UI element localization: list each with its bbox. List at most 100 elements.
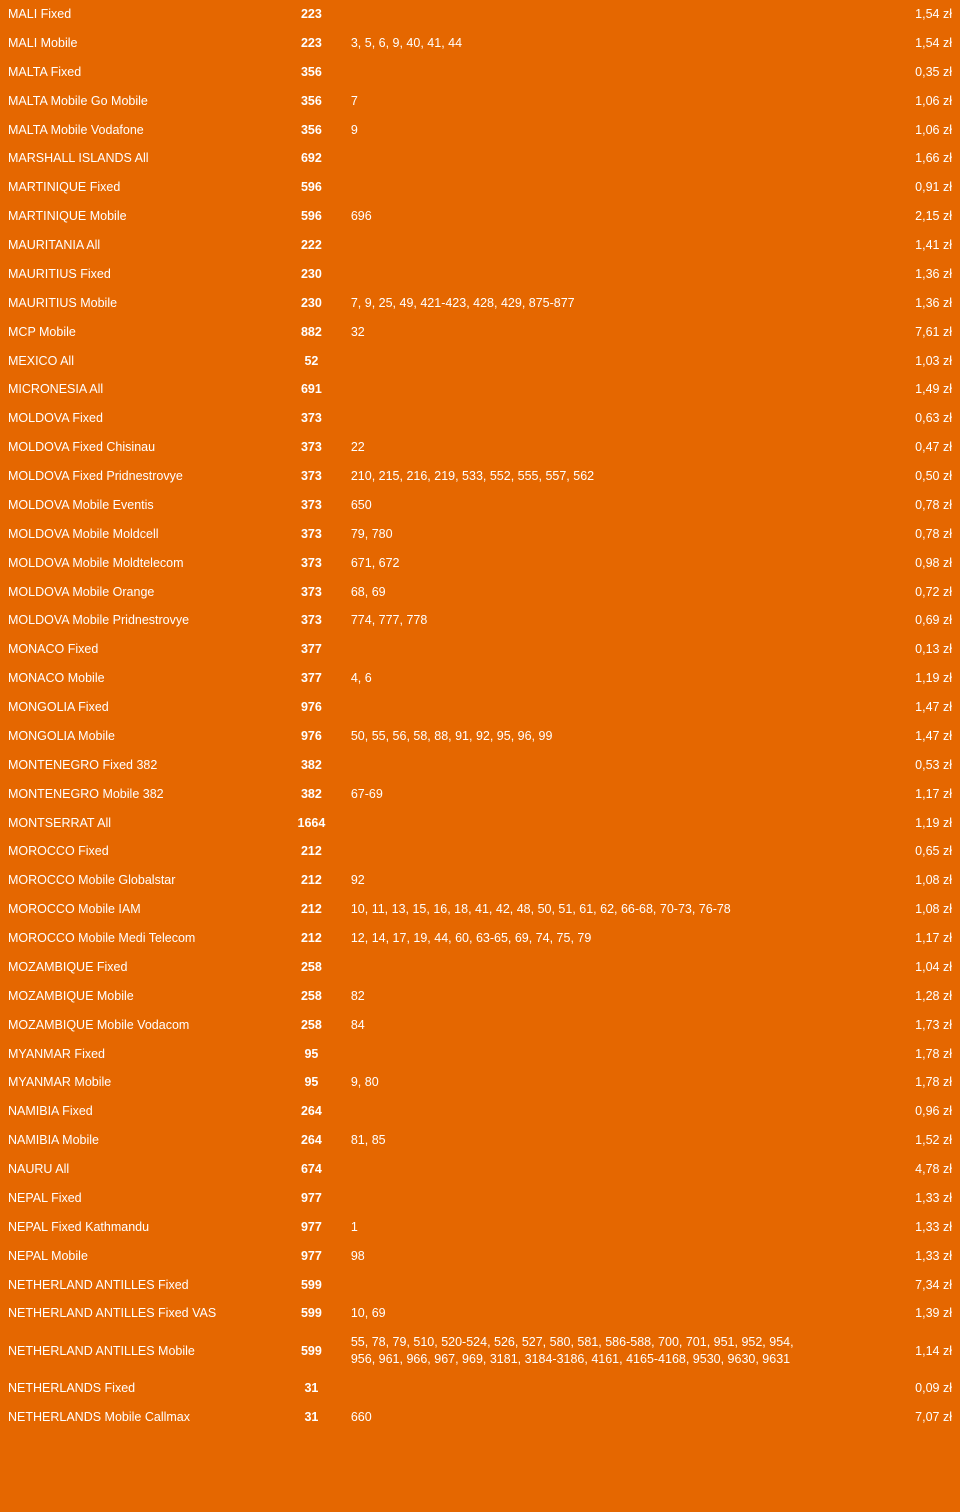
country-code: 596 bbox=[280, 202, 343, 231]
destination-name: MOROCCO Mobile IAM bbox=[0, 895, 280, 924]
prefixes: 210, 215, 216, 219, 533, 552, 555, 557, … bbox=[343, 462, 823, 491]
price: 0,91 zł bbox=[823, 173, 960, 202]
table-row: NAURU All6744,78 zł bbox=[0, 1155, 960, 1184]
table-row: NEPAL Fixed Kathmandu97711,33 zł bbox=[0, 1213, 960, 1242]
country-code: 356 bbox=[280, 116, 343, 145]
destination-name: NEPAL Mobile bbox=[0, 1242, 280, 1271]
prefixes: 68, 69 bbox=[343, 578, 823, 607]
price: 1,17 zł bbox=[823, 924, 960, 953]
table-row: MOLDOVA Mobile Eventis3736500,78 zł bbox=[0, 491, 960, 520]
prefixes bbox=[343, 1040, 823, 1069]
destination-name: MONACO Mobile bbox=[0, 664, 280, 693]
destination-name: MALI Mobile bbox=[0, 29, 280, 58]
table-row: MONTENEGRO Mobile 38238267-691,17 zł bbox=[0, 780, 960, 809]
prefixes bbox=[343, 1271, 823, 1300]
country-code: 691 bbox=[280, 375, 343, 404]
destination-name: MOLDOVA Mobile Moldtelecom bbox=[0, 549, 280, 578]
prefixes: 82 bbox=[343, 982, 823, 1011]
destination-name: NAURU All bbox=[0, 1155, 280, 1184]
price: 1,54 zł bbox=[823, 29, 960, 58]
table-row: MOROCCO Fixed2120,65 zł bbox=[0, 837, 960, 866]
table-row: MAURITANIA All2221,41 zł bbox=[0, 231, 960, 260]
table-row: MEXICO All521,03 zł bbox=[0, 347, 960, 376]
country-code: 373 bbox=[280, 606, 343, 635]
destination-name: MOROCCO Mobile Medi Telecom bbox=[0, 924, 280, 953]
prefixes bbox=[343, 260, 823, 289]
table-row: MOLDOVA Mobile Pridnestrovye373774, 777,… bbox=[0, 606, 960, 635]
table-row: MONTSERRAT All16641,19 zł bbox=[0, 809, 960, 838]
destination-name: MONGOLIA Fixed bbox=[0, 693, 280, 722]
table-row: MAURITIUS Fixed2301,36 zł bbox=[0, 260, 960, 289]
table-row: NAMIBIA Fixed2640,96 zł bbox=[0, 1097, 960, 1126]
table-row: MYANMAR Mobile959, 801,78 zł bbox=[0, 1068, 960, 1097]
country-code: 976 bbox=[280, 693, 343, 722]
destination-name: MOLDOVA Fixed Pridnestrovye bbox=[0, 462, 280, 491]
destination-name: MOZAMBIQUE Mobile bbox=[0, 982, 280, 1011]
destination-name: NETHERLAND ANTILLES Mobile bbox=[0, 1328, 280, 1374]
price: 1,78 zł bbox=[823, 1068, 960, 1097]
price: 0,98 zł bbox=[823, 549, 960, 578]
country-code: 212 bbox=[280, 837, 343, 866]
country-code: 373 bbox=[280, 433, 343, 462]
country-code: 977 bbox=[280, 1184, 343, 1213]
destination-name: MONACO Fixed bbox=[0, 635, 280, 664]
destination-name: MOLDOVA Mobile Pridnestrovye bbox=[0, 606, 280, 635]
table-row: MOROCCO Mobile IAM21210, 11, 13, 15, 16,… bbox=[0, 895, 960, 924]
prefixes: 12, 14, 17, 19, 44, 60, 63-65, 69, 74, 7… bbox=[343, 924, 823, 953]
prefixes: 98 bbox=[343, 1242, 823, 1271]
prefixes bbox=[343, 144, 823, 173]
destination-name: MALTA Mobile Vodafone bbox=[0, 116, 280, 145]
country-code: 52 bbox=[280, 347, 343, 376]
price: 1,14 zł bbox=[823, 1328, 960, 1374]
table-row: NEPAL Fixed9771,33 zł bbox=[0, 1184, 960, 1213]
country-code: 977 bbox=[280, 1213, 343, 1242]
price: 1,04 zł bbox=[823, 953, 960, 982]
destination-name: MOLDOVA Mobile Moldcell bbox=[0, 520, 280, 549]
table-row: MOLDOVA Mobile Moldcell37379, 7800,78 zł bbox=[0, 520, 960, 549]
prefixes: 22 bbox=[343, 433, 823, 462]
table-row: MOLDOVA Mobile Orange37368, 690,72 zł bbox=[0, 578, 960, 607]
destination-name: MOLDOVA Mobile Orange bbox=[0, 578, 280, 607]
country-code: 373 bbox=[280, 549, 343, 578]
price: 1,49 zł bbox=[823, 375, 960, 404]
prefixes: 9 bbox=[343, 116, 823, 145]
destination-name: NETHERLANDS Mobile Callmax bbox=[0, 1403, 280, 1432]
price: 0,47 zł bbox=[823, 433, 960, 462]
country-code: 356 bbox=[280, 87, 343, 116]
country-code: 377 bbox=[280, 664, 343, 693]
country-code: 599 bbox=[280, 1299, 343, 1328]
country-code: 373 bbox=[280, 462, 343, 491]
destination-name: MALI Fixed bbox=[0, 0, 280, 29]
country-code: 976 bbox=[280, 722, 343, 751]
country-code: 264 bbox=[280, 1097, 343, 1126]
table-row: MAURITIUS Mobile2307, 9, 25, 49, 421-423… bbox=[0, 289, 960, 318]
country-code: 258 bbox=[280, 1011, 343, 1040]
price: 2,15 zł bbox=[823, 202, 960, 231]
prefixes: 55, 78, 79, 510, 520-524, 526, 527, 580,… bbox=[343, 1328, 823, 1374]
table-row: MARTINIQUE Mobile5966962,15 zł bbox=[0, 202, 960, 231]
price: 7,07 zł bbox=[823, 1403, 960, 1432]
table-row: MOROCCO Mobile Globalstar212921,08 zł bbox=[0, 866, 960, 895]
country-code: 212 bbox=[280, 895, 343, 924]
prefixes bbox=[343, 404, 823, 433]
destination-name: MOROCCO Fixed bbox=[0, 837, 280, 866]
table-row: NEPAL Mobile977981,33 zł bbox=[0, 1242, 960, 1271]
prefixes: 4, 6 bbox=[343, 664, 823, 693]
price: 1,33 zł bbox=[823, 1184, 960, 1213]
price: 7,61 zł bbox=[823, 318, 960, 347]
table-row: MOLDOVA Fixed Chisinau373220,47 zł bbox=[0, 433, 960, 462]
destination-name: MONTENEGRO Fixed 382 bbox=[0, 751, 280, 780]
prefixes: 7, 9, 25, 49, 421-423, 428, 429, 875-877 bbox=[343, 289, 823, 318]
destination-name: MONTSERRAT All bbox=[0, 809, 280, 838]
rates-table: MALI Fixed2231,54 złMALI Mobile2233, 5, … bbox=[0, 0, 960, 1432]
prefixes bbox=[343, 809, 823, 838]
price: 1,08 zł bbox=[823, 866, 960, 895]
country-code: 230 bbox=[280, 289, 343, 318]
prefixes bbox=[343, 58, 823, 87]
country-code: 599 bbox=[280, 1271, 343, 1300]
destination-name: MOZAMBIQUE Mobile Vodacom bbox=[0, 1011, 280, 1040]
price: 7,34 zł bbox=[823, 1271, 960, 1300]
country-code: 977 bbox=[280, 1242, 343, 1271]
country-code: 212 bbox=[280, 924, 343, 953]
country-code: 356 bbox=[280, 58, 343, 87]
